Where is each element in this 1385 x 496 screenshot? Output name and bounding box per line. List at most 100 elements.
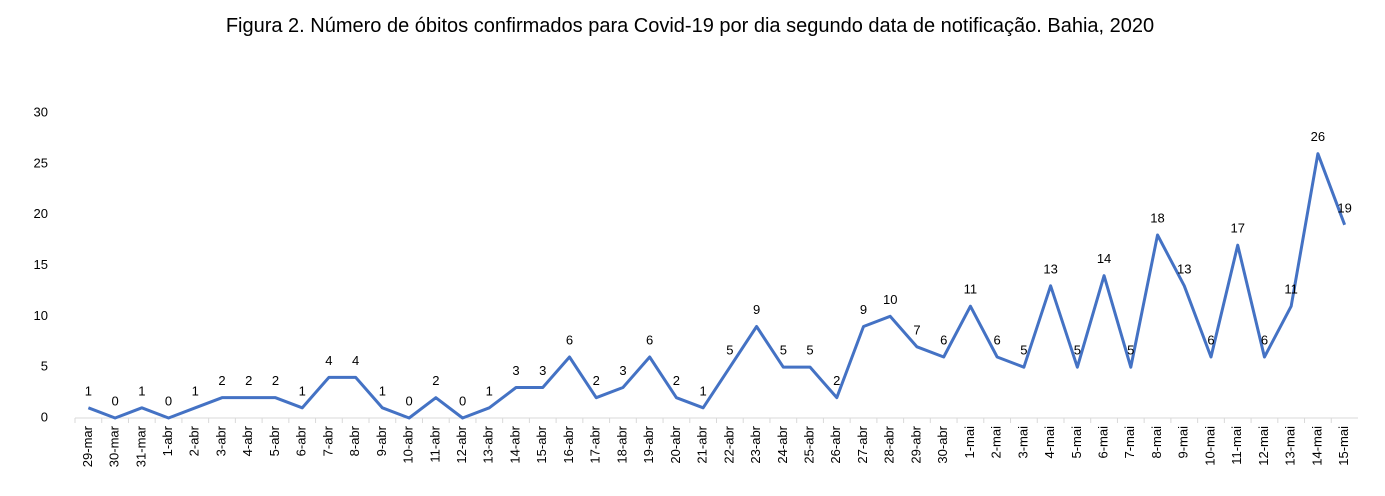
x-tick-label: 15-abr xyxy=(534,425,549,463)
x-tick-label: 3-mai xyxy=(1015,426,1030,459)
x-tick-label: 8-mai xyxy=(1149,426,1164,459)
data-label: 2 xyxy=(593,373,600,388)
data-label: 2 xyxy=(833,373,840,388)
x-tick-label: 2-abr xyxy=(187,425,202,456)
y-tick-label: 0 xyxy=(41,409,48,424)
x-tick-label: 23-abr xyxy=(748,425,763,463)
x-tick-label: 11-abr xyxy=(427,425,442,462)
x-tick-label: 15-mai xyxy=(1336,426,1351,466)
data-label: 2 xyxy=(432,373,439,388)
x-tick-label: 29-abr xyxy=(908,425,923,463)
x-tick-label: 3-abr xyxy=(213,425,228,456)
data-label: 1 xyxy=(486,383,493,398)
x-tick-label: 13-abr xyxy=(481,425,496,463)
data-label: 2 xyxy=(272,373,279,388)
data-label: 1 xyxy=(379,383,386,398)
data-label: 0 xyxy=(165,393,172,408)
data-label: 1 xyxy=(192,383,199,398)
data-label: 13 xyxy=(1177,261,1191,276)
x-tick-label: 21-abr xyxy=(695,425,710,463)
data-label: 13 xyxy=(1043,261,1057,276)
x-tick-label: 22-abr xyxy=(721,425,736,463)
data-label: 17 xyxy=(1230,221,1244,236)
y-tick-label: 5 xyxy=(41,359,48,374)
x-tick-label: 9-mai xyxy=(1176,426,1191,459)
data-label: 6 xyxy=(1207,332,1214,347)
data-label: 10 xyxy=(883,292,897,307)
data-label: 3 xyxy=(619,363,626,378)
data-label: 11 xyxy=(1284,282,1298,297)
x-tick-label: 26-abr xyxy=(828,425,843,463)
data-label: 4 xyxy=(325,353,332,368)
data-label: 3 xyxy=(539,363,546,378)
x-tick-label: 6-abr xyxy=(294,425,309,456)
x-tick-label: 29-mar xyxy=(80,425,95,467)
data-label: 2 xyxy=(218,373,225,388)
data-label: 9 xyxy=(753,302,760,317)
x-tick-label: 14-mai xyxy=(1309,426,1324,466)
x-tick-label: 1-abr xyxy=(160,425,175,456)
x-tick-label: 7-abr xyxy=(320,425,335,456)
data-label: 3 xyxy=(512,363,519,378)
x-tick-label: 24-abr xyxy=(775,425,790,463)
x-tick-label: 28-abr xyxy=(882,425,897,463)
x-tick-label: 19-abr xyxy=(641,425,656,463)
chart-title: Figura 2. Número de óbitos confirmados p… xyxy=(225,15,1155,37)
data-label: 0 xyxy=(111,393,118,408)
x-tick-label: 25-abr xyxy=(801,425,816,463)
data-label: 5 xyxy=(780,343,787,358)
x-tick-label: 4-abr xyxy=(240,425,255,456)
y-tick-label: 15 xyxy=(34,257,48,272)
x-tick-label: 2-mai xyxy=(989,426,1004,459)
x-tick-label: 13-mai xyxy=(1283,426,1298,466)
x-tick-label: 7-mai xyxy=(1122,426,1137,459)
data-label: 2 xyxy=(245,373,252,388)
x-tick-label: 5-mai xyxy=(1069,426,1084,459)
data-label: 4 xyxy=(352,353,359,368)
x-tick-label: 11-mai xyxy=(1229,426,1244,465)
x-tick-label: 10-abr xyxy=(401,425,416,463)
data-line xyxy=(87,152,1347,420)
data-label: 5 xyxy=(726,343,733,358)
data-label: 5 xyxy=(1074,343,1081,358)
x-tick-label: 6-mai xyxy=(1096,426,1111,459)
data-label: 19 xyxy=(1337,200,1351,215)
x-tick-label: 4-mai xyxy=(1042,426,1057,459)
data-label: 1 xyxy=(700,383,707,398)
x-tick-label: 5-abr xyxy=(267,425,282,456)
data-label: 5 xyxy=(806,343,813,358)
data-label: 9 xyxy=(860,302,867,317)
data-label: 14 xyxy=(1097,251,1111,266)
data-label: 1 xyxy=(138,383,145,398)
y-tick-label: 25 xyxy=(34,155,48,170)
data-label: 6 xyxy=(1261,332,1268,347)
data-label: 6 xyxy=(994,332,1001,347)
x-tick-label: 12-mai xyxy=(1256,426,1271,466)
data-label: 5 xyxy=(1127,343,1134,358)
data-label: 6 xyxy=(566,332,573,347)
y-tick-label: 20 xyxy=(34,206,48,221)
data-label: 6 xyxy=(646,332,653,347)
data-label: 7 xyxy=(913,322,920,337)
x-tick-label: 10-mai xyxy=(1202,426,1217,466)
y-tick-label: 30 xyxy=(34,104,48,119)
data-label: 6 xyxy=(940,332,947,347)
data-label: 0 xyxy=(405,393,412,408)
data-label: 11 xyxy=(964,282,978,297)
data-label: 2 xyxy=(673,373,680,388)
y-tick-label: 10 xyxy=(34,308,48,323)
x-tick-label: 27-abr xyxy=(855,425,870,463)
data-label: 0 xyxy=(459,393,466,408)
data-label: 26 xyxy=(1311,129,1325,144)
x-tick-label: 12-abr xyxy=(454,425,469,463)
data-label: 1 xyxy=(299,383,306,398)
x-tick-label: 18-abr xyxy=(614,425,629,463)
x-tick-label: 17-abr xyxy=(588,425,603,463)
data-label: 1 xyxy=(85,383,92,398)
data-label: 5 xyxy=(1020,343,1027,358)
x-tick-label: 31-mar xyxy=(133,425,148,467)
x-tick-label: 8-abr xyxy=(347,425,362,456)
x-tick-label: 20-abr xyxy=(668,425,683,463)
